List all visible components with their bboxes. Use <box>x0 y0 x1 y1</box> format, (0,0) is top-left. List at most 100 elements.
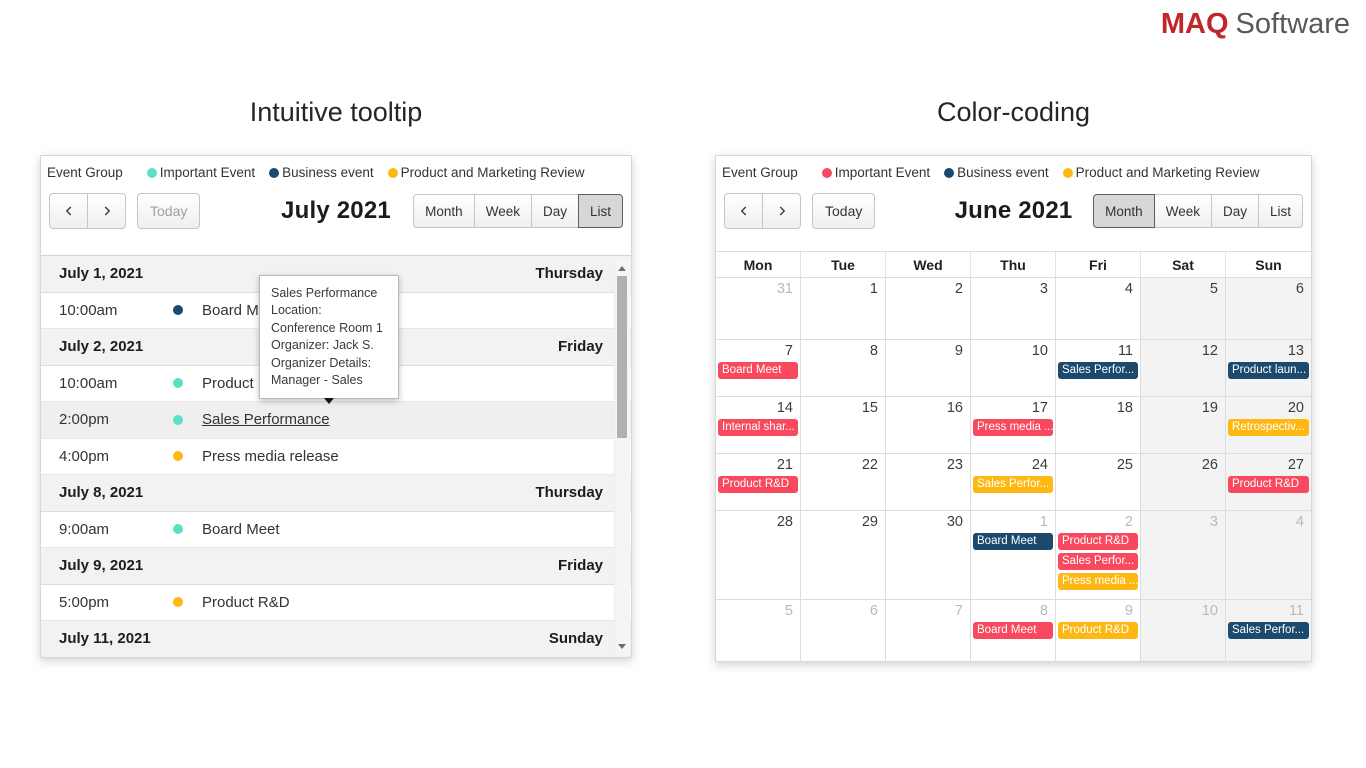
day-cell[interactable]: 5 <box>716 600 801 661</box>
day-cell[interactable]: 2 Product R&D Sales Perfor... Press media .… <box>1056 511 1141 600</box>
day-cell[interactable]: 13 Product laun... <box>1226 340 1311 397</box>
day-cell[interactable]: 7 Board Meet <box>716 340 801 397</box>
day-cell[interactable]: 12 <box>1141 340 1226 397</box>
event-title: Sales Performance <box>202 411 330 429</box>
day-number: 8 <box>1039 603 1048 619</box>
next-button[interactable] <box>87 193 126 229</box>
day-cell[interactable]: 21 Product R&D <box>716 454 801 511</box>
event-title: Board Meet <box>202 520 280 538</box>
nav-button-group <box>49 193 126 229</box>
today-button[interactable]: Today <box>137 193 201 229</box>
day-cell[interactable]: 28 <box>716 511 801 600</box>
day-cell[interactable]: 25 <box>1056 454 1141 511</box>
day-number: 4 <box>1295 514 1304 530</box>
list-event-row[interactable]: 9:00am Board Meet <box>41 511 631 548</box>
legend-dot-icon <box>387 167 398 178</box>
day-cell[interactable]: 15 <box>801 397 886 454</box>
event-chip[interactable]: Retrospectiv... <box>1228 419 1309 436</box>
day-cell[interactable]: 6 <box>1226 278 1311 340</box>
day-cell[interactable]: 23 <box>886 454 971 511</box>
list-event-row[interactable]: 4:00pm Press media release <box>41 438 631 475</box>
view-list-button[interactable]: List <box>1257 194 1303 228</box>
chevron-right-icon <box>779 206 785 216</box>
day-cell[interactable]: 16 <box>886 397 971 454</box>
day-cell[interactable]: 17 Press media ... <box>971 397 1056 454</box>
day-cell[interactable]: 10 <box>1141 600 1226 661</box>
prev-button[interactable] <box>49 193 88 229</box>
day-cell[interactable]: 11 Sales Perfor... <box>1056 340 1141 397</box>
view-list-button[interactable]: List <box>577 194 623 228</box>
day-cell[interactable]: 11 Sales Perfor... <box>1226 600 1311 661</box>
day-cell[interactable]: 30 <box>886 511 971 600</box>
event-chip[interactable]: Product laun... <box>1228 362 1309 379</box>
event-chip[interactable]: Board Meet <box>973 533 1053 550</box>
day-cell[interactable]: 9 Product R&D <box>1056 600 1141 661</box>
day-cell[interactable]: 8 Board Meet <box>971 600 1056 661</box>
scroll-down-icon[interactable] <box>618 644 626 649</box>
list-event-row[interactable]: 5:00pm Product R&D <box>41 584 631 621</box>
day-number: 22 <box>861 457 878 473</box>
day-number: 3 <box>1039 281 1048 297</box>
day-cell[interactable]: 4 <box>1226 511 1311 600</box>
event-chip[interactable]: Product R&D <box>1058 533 1138 550</box>
day-cell[interactable]: 29 <box>801 511 886 600</box>
day-cell[interactable]: 24 Sales Perfor... <box>971 454 1056 511</box>
day-cell[interactable]: 9 <box>886 340 971 397</box>
day-cell[interactable]: 1 <box>801 278 886 340</box>
event-chip[interactable]: Product R&D <box>1228 476 1309 493</box>
day-cell[interactable]: 27 Product R&D <box>1226 454 1311 511</box>
day-number: 16 <box>946 400 963 416</box>
legend-dot-icon <box>269 167 280 178</box>
view-day-button[interactable]: Day <box>1210 194 1259 228</box>
event-chip[interactable]: Sales Perfor... <box>1228 622 1309 639</box>
day-cell[interactable]: 3 <box>1141 511 1226 600</box>
day-cell[interactable]: 31 <box>716 278 801 340</box>
day-cell[interactable]: 5 <box>1141 278 1226 340</box>
event-chip[interactable]: Sales Perfor... <box>1058 362 1138 379</box>
view-week-button[interactable]: Week <box>473 194 532 228</box>
day-cell[interactable]: 3 <box>971 278 1056 340</box>
day-cell[interactable]: 10 <box>971 340 1056 397</box>
day-number: 18 <box>1116 400 1133 416</box>
day-cell[interactable]: 2 <box>886 278 971 340</box>
view-month-button[interactable]: Month <box>413 194 475 228</box>
view-month-button[interactable]: Month <box>1093 194 1155 228</box>
day-cell[interactable]: 4 <box>1056 278 1141 340</box>
tooltip-line: Organizer: Jack S. <box>271 338 374 353</box>
day-cell[interactable]: 8 <box>801 340 886 397</box>
day-cell[interactable]: 20 Retrospectiv... <box>1226 397 1311 454</box>
event-chip[interactable]: Product R&D <box>1058 622 1138 639</box>
list-event-row[interactable]: 2:00pm Sales Performance <box>41 402 631 439</box>
next-button[interactable] <box>762 193 801 229</box>
event-chip[interactable]: Sales Perfor... <box>973 476 1053 493</box>
chevron-left-icon <box>65 206 71 216</box>
event-chip[interactable]: Board Meet <box>718 362 798 379</box>
day-cell[interactable]: 18 <box>1056 397 1141 454</box>
event-chip[interactable]: Sales Perfor... <box>1058 553 1138 570</box>
event-dot-icon <box>173 378 183 389</box>
day-header-date: July 1, 2021 <box>59 265 144 283</box>
scroll-up-icon[interactable] <box>618 266 626 271</box>
day-cell[interactable]: 22 <box>801 454 886 511</box>
today-button[interactable]: Today <box>812 193 876 229</box>
day-cell[interactable]: 6 <box>801 600 886 661</box>
scrollbar-thumb[interactable] <box>617 276 627 438</box>
view-day-button[interactable]: Day <box>530 194 579 228</box>
event-chip[interactable]: Board Meet <box>973 622 1053 639</box>
event-chip[interactable]: Press media ... <box>1058 573 1138 590</box>
view-switcher: Month Week Day List <box>1093 194 1303 228</box>
event-chip[interactable]: Internal shar... <box>718 419 798 436</box>
view-week-button[interactable]: Week <box>1153 194 1212 228</box>
tooltip-line: Manager - Sales <box>271 373 363 388</box>
day-cell[interactable]: 14 Internal shar... <box>716 397 801 454</box>
day-cell[interactable]: 19 <box>1141 397 1226 454</box>
day-cell[interactable]: 1 Board Meet <box>971 511 1056 600</box>
day-cell[interactable]: 7 <box>886 600 971 661</box>
day-cell[interactable]: 26 <box>1141 454 1226 511</box>
scrollbar[interactable] <box>614 259 630 656</box>
month-calendar-panel: Event Group Important Event Business even… <box>715 155 1312 662</box>
prev-button[interactable] <box>724 193 763 229</box>
event-chip[interactable]: Press media ... <box>973 419 1053 436</box>
day-number: 25 <box>1116 457 1133 473</box>
event-chip[interactable]: Product R&D <box>718 476 798 493</box>
